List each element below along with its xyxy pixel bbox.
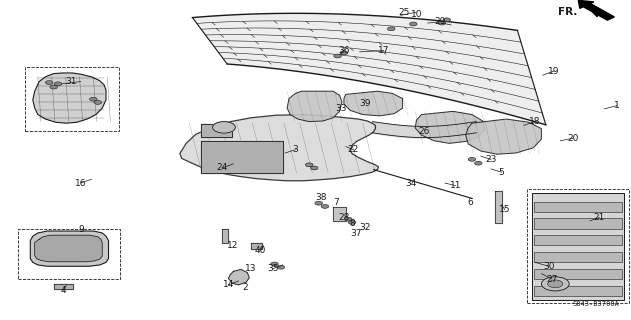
Polygon shape — [54, 284, 73, 289]
Polygon shape — [495, 191, 502, 223]
Circle shape — [271, 262, 278, 266]
Circle shape — [277, 265, 285, 269]
Text: 15: 15 — [499, 205, 510, 214]
Circle shape — [387, 27, 395, 31]
FancyBboxPatch shape — [534, 252, 622, 262]
Polygon shape — [201, 124, 232, 137]
Text: 29: 29 — [435, 17, 446, 26]
Text: 17: 17 — [378, 46, 389, 55]
Text: 31: 31 — [65, 77, 76, 86]
Circle shape — [334, 54, 341, 58]
Circle shape — [348, 220, 356, 224]
Text: 25: 25 — [398, 8, 410, 17]
Circle shape — [443, 18, 451, 22]
FancyArrow shape — [579, 0, 615, 20]
FancyBboxPatch shape — [534, 286, 622, 296]
Text: 10: 10 — [411, 10, 422, 19]
Text: 20: 20 — [567, 134, 579, 143]
Text: 8: 8 — [349, 220, 355, 228]
Text: 38: 38 — [315, 193, 326, 202]
Text: 21: 21 — [594, 213, 605, 222]
Circle shape — [54, 82, 62, 86]
Text: 1: 1 — [614, 101, 620, 110]
Polygon shape — [287, 91, 342, 122]
Text: 9: 9 — [78, 225, 84, 234]
FancyBboxPatch shape — [534, 269, 622, 279]
Circle shape — [340, 51, 348, 55]
Circle shape — [475, 161, 482, 165]
Text: 23: 23 — [485, 155, 497, 164]
Text: 33: 33 — [335, 104, 346, 113]
Text: 6: 6 — [467, 198, 473, 207]
Text: S043-B3700A: S043-B3700A — [573, 300, 620, 307]
Polygon shape — [222, 229, 228, 243]
Text: 12: 12 — [227, 241, 238, 250]
Polygon shape — [180, 115, 379, 181]
Circle shape — [548, 280, 563, 288]
Text: 32: 32 — [359, 223, 370, 232]
Text: 26: 26 — [418, 127, 430, 136]
Text: 7: 7 — [333, 198, 339, 207]
Text: 11: 11 — [450, 181, 461, 190]
Circle shape — [50, 85, 57, 89]
Circle shape — [90, 97, 97, 101]
Polygon shape — [333, 207, 346, 221]
Polygon shape — [35, 235, 102, 262]
FancyBboxPatch shape — [532, 193, 624, 300]
Circle shape — [315, 201, 322, 205]
Circle shape — [541, 277, 569, 291]
Text: 39: 39 — [359, 99, 370, 108]
Text: 30: 30 — [543, 262, 555, 271]
Circle shape — [213, 122, 235, 133]
Text: 5: 5 — [498, 168, 505, 177]
Text: 35: 35 — [267, 264, 278, 273]
FancyBboxPatch shape — [534, 202, 622, 212]
Text: 34: 34 — [406, 179, 417, 188]
Polygon shape — [30, 231, 109, 266]
Text: 24: 24 — [216, 164, 228, 172]
Circle shape — [438, 21, 445, 25]
Polygon shape — [33, 73, 106, 123]
Circle shape — [45, 81, 53, 84]
Text: 27: 27 — [546, 275, 558, 284]
Text: 40: 40 — [254, 246, 266, 255]
Text: 28: 28 — [338, 213, 350, 222]
FancyBboxPatch shape — [534, 219, 622, 228]
Text: 14: 14 — [223, 280, 234, 289]
Circle shape — [468, 157, 476, 161]
Circle shape — [410, 22, 417, 26]
FancyBboxPatch shape — [534, 235, 622, 245]
Text: 36: 36 — [338, 46, 350, 55]
Circle shape — [345, 217, 352, 221]
Polygon shape — [251, 243, 262, 249]
Text: 19: 19 — [548, 67, 560, 76]
Text: 37: 37 — [351, 229, 362, 238]
Polygon shape — [466, 119, 541, 154]
Text: 16: 16 — [75, 179, 86, 188]
Polygon shape — [415, 111, 485, 143]
Text: 18: 18 — [529, 117, 541, 126]
Circle shape — [310, 166, 318, 170]
Text: 3: 3 — [292, 145, 298, 154]
Circle shape — [94, 100, 102, 104]
Circle shape — [305, 163, 313, 167]
Text: 4: 4 — [61, 286, 66, 295]
Circle shape — [321, 204, 329, 208]
Text: FR.: FR. — [558, 7, 577, 17]
Polygon shape — [344, 91, 403, 116]
Polygon shape — [201, 141, 283, 173]
Polygon shape — [228, 269, 249, 285]
Text: 22: 22 — [348, 145, 359, 154]
Text: 2: 2 — [242, 284, 247, 292]
Polygon shape — [192, 13, 546, 125]
Text: 13: 13 — [245, 264, 257, 273]
